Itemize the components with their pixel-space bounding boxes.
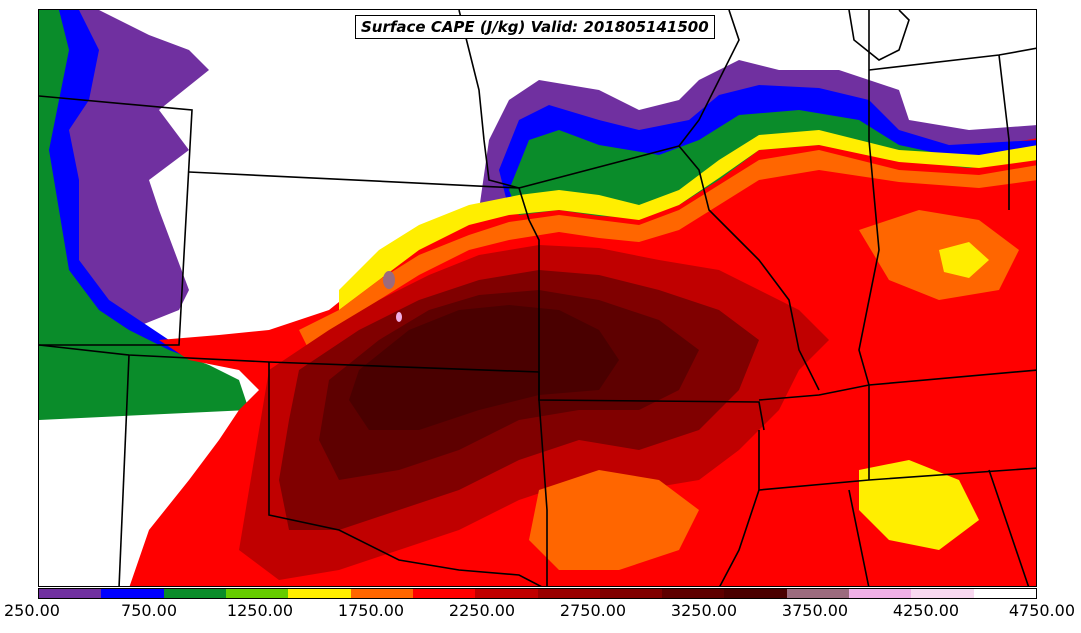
colorbar-tick-label: 4750.00 <box>1008 601 1075 620</box>
colorbar-segment <box>288 589 351 598</box>
colorbar-segment <box>786 589 850 598</box>
colorbar-tick-label: 750.00 <box>121 601 177 620</box>
cape-spot-pink <box>396 312 402 322</box>
colorbar-tick-label: 2750.00 <box>559 601 627 620</box>
cape-contour-yellow-south <box>859 460 979 550</box>
colorbar <box>38 588 1037 599</box>
colorbar-segment <box>911 589 974 598</box>
state-boundaries <box>39 10 1036 586</box>
colorbar-tick-label: 3250.00 <box>670 601 738 620</box>
colorbar-segment <box>39 589 102 598</box>
colorbar-tick-label: 250.00 <box>4 601 60 620</box>
colorbar-segment <box>412 589 476 598</box>
cape-contour-orange-east <box>859 210 1019 300</box>
colorbar-segment <box>101 589 164 598</box>
cape-contour-darkest <box>349 305 619 430</box>
colorbar-tick-label: 4250.00 <box>892 601 960 620</box>
colorbar-tick-label: 1250.00 <box>226 601 294 620</box>
cape-field-map <box>39 10 1036 586</box>
cape-contour-yellow-north <box>339 130 1036 310</box>
colorbar-segment <box>662 589 725 598</box>
colorbar-tick-label: 1750.00 <box>337 601 405 620</box>
colorbar-tick-label: 3750.00 <box>781 601 849 620</box>
colorbar-segment <box>350 589 413 598</box>
map-title: Surface CAPE (J/kg) Valid: 201805141500 <box>355 15 715 39</box>
cape-contour-green-west <box>39 10 249 420</box>
cape-spot-mauve <box>383 271 395 289</box>
colorbar-tick-label: 2250.00 <box>448 601 516 620</box>
cape-contour-yellow-east <box>939 242 989 278</box>
cape-contour-orange-south <box>529 470 699 570</box>
cape-contour-green-north <box>509 110 1036 218</box>
colorbar-segment <box>225 589 289 598</box>
colorbar-segment <box>537 589 600 598</box>
cape-contour-orange-north <box>299 150 1036 350</box>
colorbar-segment <box>849 589 912 598</box>
colorbar-segment <box>475 589 538 598</box>
colorbar-segment <box>973 589 1036 598</box>
map-panel <box>38 9 1037 587</box>
colorbar-segment <box>163 589 226 598</box>
colorbar-segment <box>599 589 663 598</box>
colorbar-segment <box>724 589 787 598</box>
